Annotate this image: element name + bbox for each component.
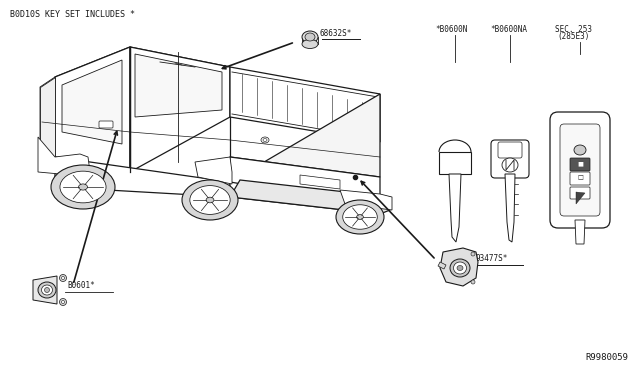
Polygon shape [230,67,380,142]
FancyBboxPatch shape [491,140,529,178]
Ellipse shape [343,205,377,229]
Polygon shape [40,77,55,157]
Text: 68632S*: 68632S* [320,29,353,38]
Text: B0601*: B0601* [67,281,95,290]
Polygon shape [195,157,232,184]
Ellipse shape [302,31,318,43]
Ellipse shape [502,158,518,172]
Polygon shape [62,60,122,144]
Ellipse shape [182,180,238,220]
Ellipse shape [454,262,467,274]
Polygon shape [230,180,390,214]
Polygon shape [40,77,55,162]
Ellipse shape [60,171,106,203]
Ellipse shape [79,184,88,190]
Ellipse shape [61,301,65,304]
Polygon shape [340,190,392,210]
Ellipse shape [61,276,65,279]
FancyBboxPatch shape [570,187,590,199]
Polygon shape [440,248,478,286]
Polygon shape [230,182,380,214]
Polygon shape [55,47,130,172]
Text: 93477S*: 93477S* [476,254,508,263]
Polygon shape [449,174,461,242]
Ellipse shape [45,288,49,292]
Polygon shape [575,220,585,244]
Polygon shape [55,157,230,197]
Ellipse shape [457,266,463,270]
Text: *B0600NA: *B0600NA [490,25,527,34]
Polygon shape [230,94,380,182]
FancyBboxPatch shape [560,124,600,216]
Polygon shape [130,47,230,172]
Polygon shape [439,152,471,174]
Ellipse shape [305,33,315,41]
FancyBboxPatch shape [99,121,113,128]
Polygon shape [230,157,380,207]
Text: ■: ■ [577,161,583,167]
FancyBboxPatch shape [498,142,522,158]
Text: (285E3): (285E3) [557,32,589,41]
Text: □: □ [577,176,583,180]
Polygon shape [300,175,340,189]
Text: R9980059: R9980059 [585,353,628,362]
Ellipse shape [190,186,230,214]
Ellipse shape [42,285,52,295]
Ellipse shape [60,275,67,282]
Ellipse shape [356,215,364,219]
Polygon shape [505,174,515,242]
Text: B0D10S KEY SET INCLUDES *: B0D10S KEY SET INCLUDES * [10,10,135,19]
Polygon shape [55,47,230,100]
Text: SEC. 253: SEC. 253 [555,25,592,34]
Ellipse shape [60,298,67,305]
Text: *B0600N: *B0600N [435,25,467,34]
Polygon shape [38,137,90,177]
FancyBboxPatch shape [570,158,590,171]
Ellipse shape [302,39,318,48]
Ellipse shape [336,200,384,234]
Polygon shape [438,262,446,269]
Ellipse shape [450,259,470,277]
Ellipse shape [38,282,56,298]
Polygon shape [576,192,585,204]
FancyBboxPatch shape [570,172,590,185]
FancyBboxPatch shape [550,112,610,228]
Ellipse shape [574,145,586,155]
Ellipse shape [471,280,475,284]
Polygon shape [33,276,57,304]
Ellipse shape [51,165,115,209]
Ellipse shape [206,197,214,203]
Ellipse shape [471,252,475,256]
Polygon shape [135,54,222,117]
